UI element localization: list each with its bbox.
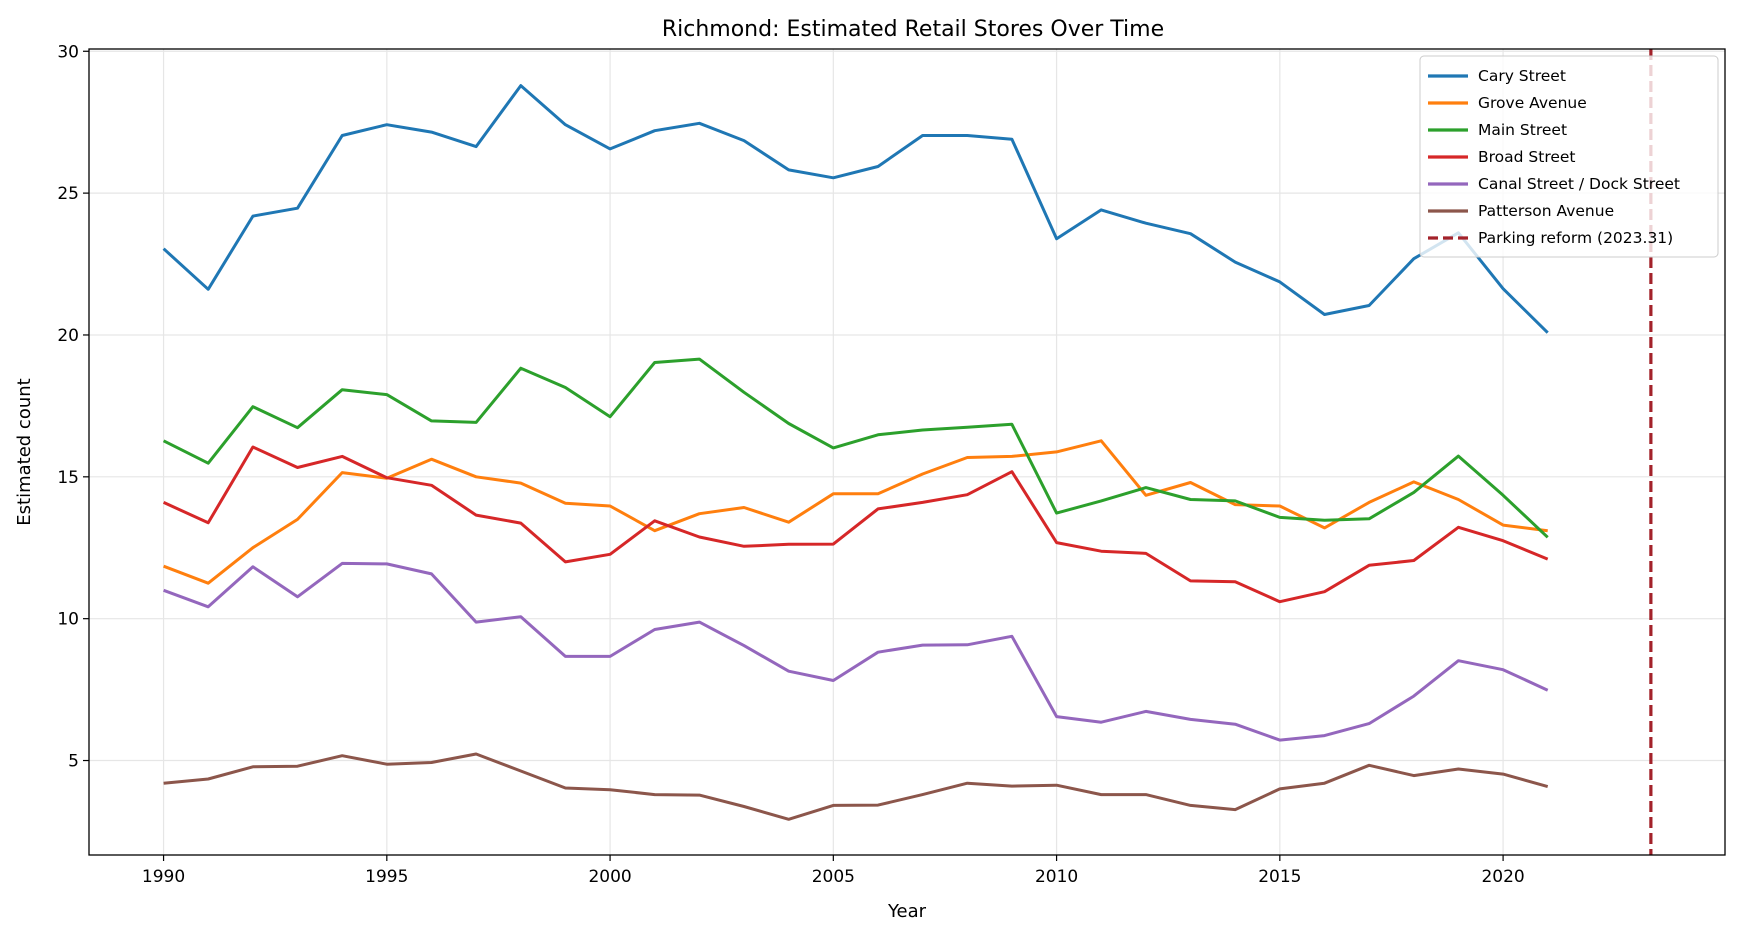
series-line-grove-avenue [163, 439, 1548, 585]
legend-label: Grove Avenue [1478, 94, 1587, 112]
plot-frame [88, 48, 1726, 856]
series-line-broad-street [162, 445, 1549, 604]
legend: Cary Street Grove Avenue Main Street Broad … [1419, 55, 1719, 258]
x-tick-label: 1990 [142, 867, 185, 887]
series-line-canal-street-dock-street [163, 561, 1549, 742]
x-tick-label: 2010 [1035, 867, 1078, 887]
y-tick-label: 5 [68, 752, 79, 772]
x-tick-label: 2020 [1481, 867, 1524, 887]
y-tick-label: 30 [57, 42, 79, 62]
legend-label: Parking reform (2023.31) [1478, 229, 1673, 247]
y-tick-label: 10 [57, 610, 79, 630]
axis-ticks: 1990 1995 2000 2005 2010 2015 2020 5 10 15 20 25 30 [57, 42, 1524, 887]
x-axis-label: Year [887, 901, 927, 922]
series-line-patterson-avenue [163, 752, 1549, 821]
x-tick-label: 2015 [1258, 867, 1301, 887]
y-axis-label: Estimated count [14, 378, 35, 525]
legend-label: Cary Street [1478, 67, 1566, 85]
x-tick-label: 1995 [365, 867, 408, 887]
series-line-main-street [162, 357, 1549, 539]
legend-label: Patterson Avenue [1478, 202, 1614, 220]
legend-label: Broad Street [1478, 148, 1576, 166]
legend-label: Main Street [1478, 121, 1567, 139]
y-tick-label: 15 [57, 468, 79, 488]
legend-label: Canal Street / Dock Street [1478, 175, 1680, 193]
series-line-cary-street [162, 84, 1549, 334]
x-tick-label: 2000 [588, 867, 631, 887]
series-lines [162, 49, 1653, 855]
legend-box [1419, 55, 1719, 258]
x-tick-label: 2005 [812, 867, 855, 887]
y-tick-label: 20 [57, 326, 79, 346]
y-tick-label: 25 [57, 184, 79, 204]
chart-title: Richmond: Estimated Retail Stores Over T… [662, 17, 1164, 42]
